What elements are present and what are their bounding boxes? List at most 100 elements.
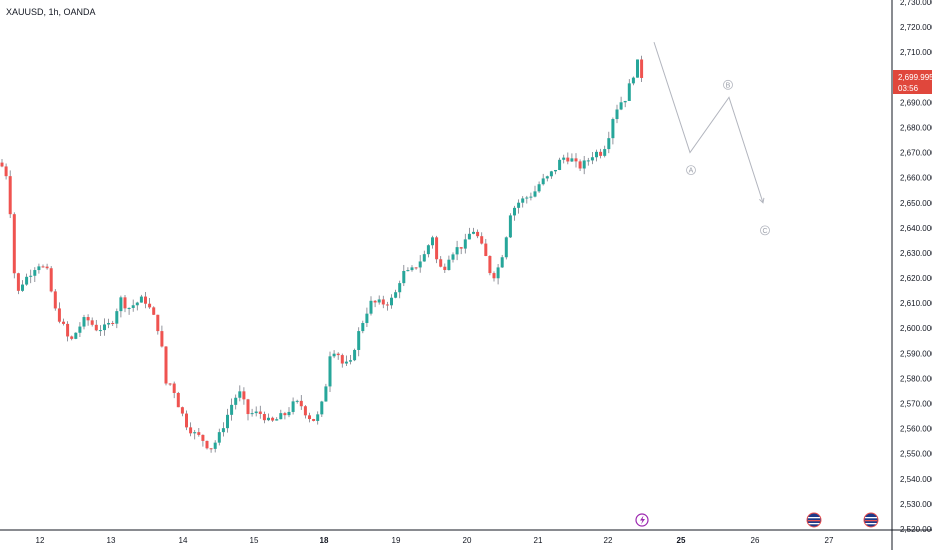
candle — [517, 199, 521, 214]
candle — [492, 271, 496, 282]
y-tick-label: 2,600.000 — [900, 324, 932, 333]
x-tick-label: 13 — [107, 536, 116, 545]
candle — [209, 448, 213, 453]
candle — [369, 296, 373, 316]
candle — [41, 264, 45, 268]
svg-text:B: B — [726, 82, 731, 89]
candle — [365, 307, 369, 328]
projection-path[interactable] — [653, 41, 764, 203]
candle — [295, 399, 299, 404]
symbol-title: XAUUSD, 1h, OANDA — [6, 7, 96, 17]
candle — [299, 395, 303, 410]
candles-layer — [0, 55, 644, 453]
time-axis[interactable]: 12 13 14 15 18 19 20 21 22 25 26 27 — [0, 529, 932, 545]
x-tick-label: 19 — [392, 536, 401, 545]
candle — [619, 96, 623, 111]
candle — [316, 411, 320, 425]
candle — [94, 319, 98, 332]
us-flag-icon[interactable] — [863, 512, 879, 528]
candle — [234, 394, 238, 410]
candle — [226, 408, 229, 433]
candle — [504, 236, 508, 260]
candle — [49, 266, 53, 293]
x-tick-label: 20 — [463, 536, 472, 545]
candle — [574, 153, 578, 168]
candle — [131, 299, 135, 312]
candle — [4, 163, 8, 180]
y-tick-label: 2,620.000 — [900, 274, 932, 283]
candle — [431, 235, 434, 249]
candle — [443, 263, 447, 274]
candle — [57, 302, 61, 324]
candle — [406, 267, 410, 272]
elliott-projection[interactable]: A B C — [653, 41, 770, 236]
candle — [250, 408, 254, 417]
candle — [451, 252, 455, 263]
candle — [21, 280, 24, 292]
us-flag-icon[interactable] — [806, 512, 822, 528]
candle — [119, 295, 123, 318]
y-tick-label: 2,610.000 — [900, 299, 932, 308]
candle — [189, 422, 193, 437]
candle — [283, 411, 287, 420]
y-tick-label: 2,670.000 — [900, 149, 932, 158]
candle — [291, 397, 295, 415]
candle — [193, 429, 197, 440]
candle — [103, 318, 106, 336]
candle — [267, 413, 270, 422]
candle — [279, 409, 283, 420]
candle — [554, 169, 557, 175]
candle — [410, 265, 414, 272]
candle — [439, 256, 443, 268]
candle — [455, 240, 459, 261]
wave-label[interactable]: B — [723, 79, 733, 90]
lightning-icon[interactable] — [635, 513, 649, 527]
wave-label[interactable]: C — [760, 225, 770, 236]
candle — [463, 233, 467, 254]
y-tick-label: 2,720.000 — [900, 23, 932, 32]
candle — [168, 383, 172, 386]
candle — [480, 232, 484, 245]
candle — [107, 318, 111, 329]
candle — [185, 410, 188, 431]
candle — [488, 255, 492, 276]
candle — [201, 434, 205, 447]
current-price-label: 2,699.995 — [898, 73, 932, 82]
candle — [90, 317, 94, 327]
x-tick-label: 18 — [320, 536, 329, 545]
y-tick-label: 2,690.000 — [900, 98, 932, 107]
x-tick-label: 27 — [825, 536, 834, 545]
candle — [0, 158, 4, 168]
candle — [152, 306, 156, 316]
x-tick-label: 12 — [36, 536, 45, 545]
x-tick-label: 15 — [250, 536, 259, 545]
candle — [578, 159, 582, 172]
candle — [562, 154, 566, 164]
svg-text:A: A — [689, 168, 694, 175]
candle — [62, 318, 65, 326]
candle — [521, 196, 525, 208]
candle — [86, 314, 90, 326]
candle — [590, 152, 594, 165]
candle — [513, 205, 516, 221]
candle — [139, 294, 143, 303]
x-tick-label: 26 — [751, 536, 760, 545]
candle — [242, 387, 246, 405]
current-price-badge: 2,699.995 03:56 — [893, 70, 932, 94]
candle — [230, 398, 234, 421]
candle — [8, 170, 12, 219]
candle — [586, 157, 590, 166]
candle — [111, 320, 115, 326]
candle — [25, 273, 29, 286]
candle — [144, 291, 147, 309]
candle — [332, 350, 336, 359]
y-tick-label: 2,650.000 — [900, 199, 932, 208]
x-tick-label: 22 — [604, 536, 613, 545]
wave-label[interactable]: A — [686, 165, 696, 176]
candle — [29, 269, 33, 284]
candle — [246, 398, 250, 421]
candle — [213, 440, 217, 453]
candle — [336, 352, 340, 360]
candle — [53, 289, 57, 311]
